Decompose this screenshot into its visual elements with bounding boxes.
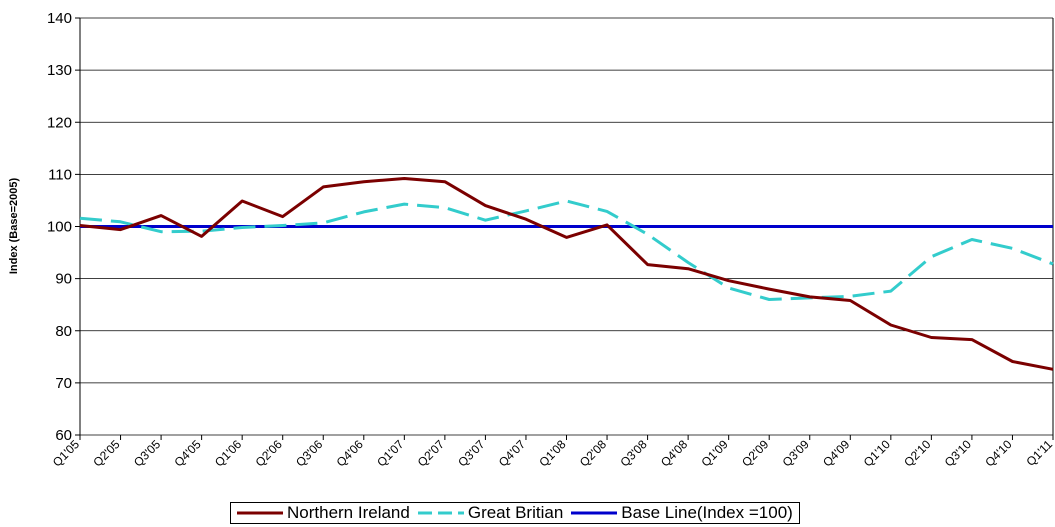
x-tick-label: Q1'08 bbox=[536, 437, 569, 470]
x-tick-label: Q2'10 bbox=[901, 437, 934, 470]
y-tick-label: 60 bbox=[55, 427, 72, 444]
x-tick-label: Q3'08 bbox=[617, 437, 650, 470]
x-tick-label: Q1'11 bbox=[1023, 437, 1055, 469]
x-tick-label: Q3'05 bbox=[131, 437, 164, 470]
y-tick-label: 140 bbox=[47, 10, 72, 27]
x-tick-label: Q3'09 bbox=[780, 437, 813, 470]
legend-swatch-base-line bbox=[571, 511, 618, 515]
x-tick-label: Q1'10 bbox=[861, 437, 894, 470]
series-line-great-britian bbox=[79, 199, 1054, 301]
legend-swatch-great-britian bbox=[417, 511, 464, 515]
legend-item-great-britian: Great Britian bbox=[417, 503, 564, 523]
legend-item-base-line: Base Line(Index =100) bbox=[571, 503, 793, 523]
x-tick-label: Q4'09 bbox=[820, 437, 853, 470]
legend-label: Base Line(Index =100) bbox=[621, 503, 793, 522]
series-line-northern-ireland bbox=[79, 177, 1054, 371]
y-tick-label: 120 bbox=[47, 114, 72, 131]
x-tick-label: Q3'10 bbox=[942, 437, 975, 470]
y-tick-label: 70 bbox=[55, 375, 72, 392]
y-tick-label: 130 bbox=[47, 62, 72, 79]
x-axis-ticks: Q1'05 Q2'05 Q3'05 Q4'05 Q1'06 Q2'06 Q3'06 Q4'06… bbox=[50, 435, 1055, 470]
legend-label: Great Britian bbox=[467, 503, 564, 522]
x-tick-label: Q4'08 bbox=[658, 437, 691, 470]
x-tick-label: Q3'07 bbox=[455, 437, 488, 470]
x-tick-label: Q2'06 bbox=[253, 437, 286, 470]
x-tick-label: Q2'07 bbox=[415, 437, 448, 470]
x-tick-label: Q2'09 bbox=[739, 437, 772, 470]
legend: Northern Ireland Great Britian Base Line… bbox=[230, 502, 800, 524]
x-tick-label: Q3'06 bbox=[293, 437, 326, 470]
series-lines bbox=[79, 177, 1054, 371]
y-tick-label: 110 bbox=[48, 166, 72, 183]
legend-swatch-northern-ireland bbox=[237, 511, 283, 515]
x-tick-label: Q1'09 bbox=[699, 437, 732, 470]
y-axis-label: Index (Base=2005) bbox=[8, 178, 20, 275]
y-tick-label: 100 bbox=[47, 219, 72, 236]
x-tick-label: Q4'05 bbox=[171, 437, 204, 470]
x-tick-label: Q4'06 bbox=[334, 437, 367, 470]
x-tick-label: Q1'06 bbox=[212, 437, 245, 470]
y-axis-ticks: 60 70 80 90 100 110 120 130 140 bbox=[47, 10, 80, 444]
y-tick-label: 80 bbox=[55, 323, 72, 340]
x-tick-label: Q2'08 bbox=[577, 437, 610, 470]
legend-item-northern-ireland: Northern Ireland bbox=[237, 503, 410, 523]
x-tick-label: Q1'07 bbox=[374, 437, 407, 470]
legend-label: Northern Ireland bbox=[287, 503, 410, 522]
x-tick-label: Q2'05 bbox=[90, 437, 123, 470]
x-tick-label: Q4'07 bbox=[496, 437, 529, 470]
x-tick-label: Q4'10 bbox=[982, 437, 1015, 470]
y-tick-label: 90 bbox=[55, 271, 72, 288]
